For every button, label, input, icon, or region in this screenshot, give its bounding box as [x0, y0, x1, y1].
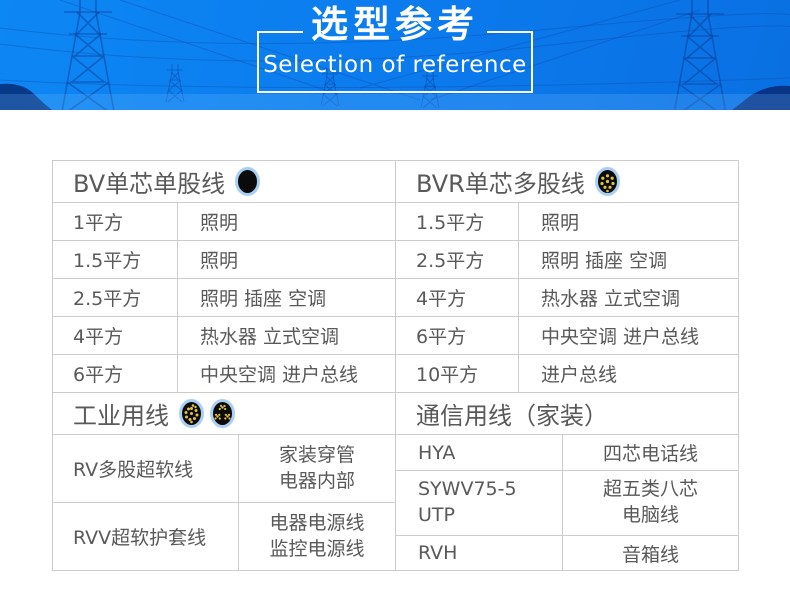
industrial-multi-strand-icon: [178, 398, 205, 429]
wire-type-cell: SYWV75-5 UTP: [396, 471, 563, 536]
usage-cell: 中央空调 进户总线: [519, 317, 739, 355]
usage-cell: 照明: [519, 203, 739, 241]
table-row: 4平方 热水器 立式空调: [396, 279, 739, 317]
power-towers-background-icon: [0, 0, 790, 110]
wire-type-cell: HYA: [396, 435, 563, 471]
spec-size-cell: 6平方: [53, 355, 178, 393]
table-row: 4平方 热水器 立式空调: [53, 317, 396, 355]
spec-size-cell: 10平方: [396, 355, 519, 393]
industrial-section-title: 工业用线: [73, 402, 169, 430]
selection-reference-table: BV单芯单股线 1平方 照明 1.5平方 照明 2.5平方 照明 插座 空调 4…: [52, 160, 739, 571]
bv-section-title: BV单芯单股线: [73, 170, 226, 198]
usage-cell: 照明 插座 空调: [178, 279, 396, 317]
table-row: 2.5平方 照明 插座 空调: [53, 279, 396, 317]
banner: 选型参考 Selection of reference: [0, 0, 790, 110]
table-right-column: BVR单芯多股线 1.5平方 照明 2.5平方 照: [396, 161, 739, 571]
page-title: 选型参考: [311, 3, 479, 46]
title-box: 选型参考 Selection of reference: [257, 6, 533, 93]
spec-size-cell: 6平方: [396, 317, 519, 355]
table-row: RVH 音箱线: [396, 536, 739, 571]
table-row: 2.5平方 照明 插座 空调: [396, 241, 739, 279]
usage-cell: 四芯电话线: [563, 435, 739, 471]
industrial-section-header: 工业用线: [53, 393, 396, 435]
wire-type-cell: RVH: [396, 536, 563, 571]
wire-type-cell: RVV超软护套线: [53, 503, 239, 571]
bvr-multi-strand-icon: [594, 166, 621, 197]
table-row: 10平方 进户总线: [396, 355, 739, 393]
spec-size-cell: 1.5平方: [53, 241, 178, 279]
wire-type-cell: RV多股超软线: [53, 435, 239, 503]
spec-size-cell: 2.5平方: [53, 279, 178, 317]
industrial-three-core-icon: [209, 398, 236, 429]
table-row: HYA 四芯电话线: [396, 435, 739, 471]
usage-cell: 热水器 立式空调: [178, 317, 396, 355]
usage-cell: 照明: [178, 203, 396, 241]
table-left-column: BV单芯单股线 1平方 照明 1.5平方 照明 2.5平方 照明 插座 空调 4…: [53, 161, 396, 571]
bvr-section-header: BVR单芯多股线: [396, 161, 739, 203]
usage-cell: 电器电源线 监控电源线: [239, 503, 396, 571]
spec-size-cell: 1.5平方: [396, 203, 519, 241]
bv-single-core-icon: [234, 166, 261, 197]
spec-size-cell: 4平方: [53, 317, 178, 355]
spec-size-cell: 1平方: [53, 203, 178, 241]
usage-cell: 照明 插座 空调: [519, 241, 739, 279]
usage-cell: 家装穿管 电器内部: [239, 435, 396, 503]
spec-size-cell: 4平方: [396, 279, 519, 317]
table-row: RVV超软护套线 电器电源线 监控电源线: [53, 503, 396, 571]
communication-section-header: 通信用线（家装）: [396, 393, 739, 435]
bv-section-header: BV单芯单股线: [53, 161, 396, 203]
table-row: 6平方 中央空调 进户总线: [396, 317, 739, 355]
table-row: SYWV75-5 UTP 超五类八芯 电脑线: [396, 471, 739, 536]
usage-cell: 超五类八芯 电脑线: [563, 471, 739, 536]
usage-cell: 音箱线: [563, 536, 739, 571]
usage-cell: 照明: [178, 241, 396, 279]
table-row: 6平方 中央空调 进户总线: [53, 355, 396, 393]
usage-cell: 进户总线: [519, 355, 739, 393]
title-border-segment: [487, 31, 531, 33]
usage-cell: 热水器 立式空调: [519, 279, 739, 317]
communication-section-title: 通信用线（家装）: [416, 402, 608, 430]
spec-size-cell: 2.5平方: [396, 241, 519, 279]
table-row: 1平方 照明: [53, 203, 396, 241]
table-row: 1.5平方 照明: [396, 203, 739, 241]
table-row: RV多股超软线 家装穿管 电器内部: [53, 435, 396, 503]
title-border-segment: [259, 31, 303, 33]
bvr-section-title: BVR单芯多股线: [416, 170, 585, 198]
usage-cell: 中央空调 进户总线: [178, 355, 396, 393]
table-row: 1.5平方 照明: [53, 241, 396, 279]
page-subtitle: Selection of reference: [263, 52, 527, 78]
